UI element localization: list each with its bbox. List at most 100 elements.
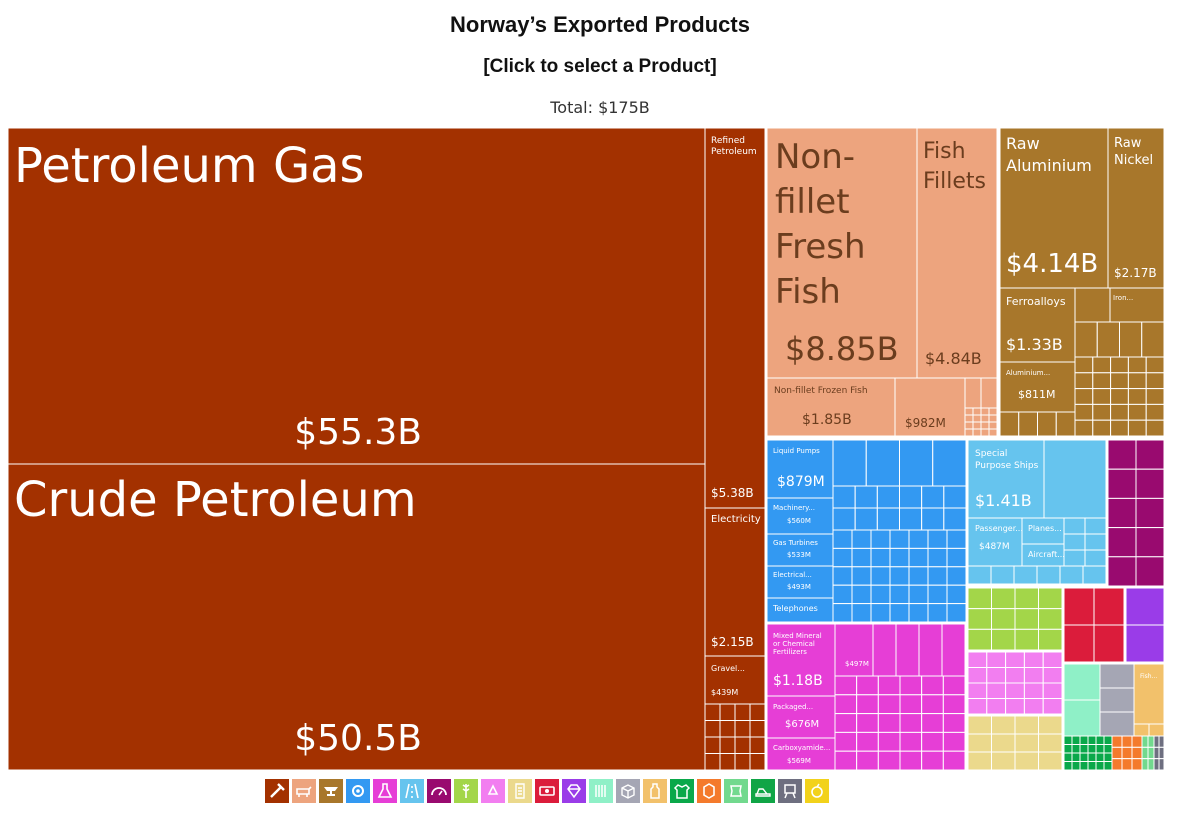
minor-product-cell[interactable] [1063, 735, 1073, 745]
minor-product-cell[interactable] [927, 529, 948, 549]
minor-product-cell[interactable] [899, 507, 923, 531]
minor-product-cell[interactable] [1038, 733, 1063, 753]
minor-product-cell[interactable] [946, 603, 967, 623]
minor-product-cell[interactable] [1071, 752, 1081, 762]
minor-product-cell[interactable] [834, 731, 858, 752]
minor-product-cell[interactable] [988, 421, 998, 430]
minor-product-cell[interactable] [964, 421, 974, 430]
minor-product-cell[interactable] [1074, 321, 1098, 358]
minor-product-cell[interactable] [1141, 758, 1149, 771]
minor-product-cell[interactable] [856, 731, 879, 752]
gauge-icon[interactable] [427, 779, 451, 803]
minor-product-cell[interactable] [967, 715, 992, 735]
minor-product-cell[interactable] [972, 428, 982, 437]
minor-product-cell[interactable] [834, 694, 858, 715]
minor-product-cell[interactable] [1095, 735, 1105, 745]
minor-product-cell[interactable] [1103, 735, 1113, 745]
minor-product-cell[interactable] [1063, 663, 1101, 701]
minor-product-cell[interactable] [972, 414, 982, 423]
minor-product-cell[interactable] [1087, 735, 1097, 745]
minor-product-cell[interactable] [832, 547, 853, 568]
minor-product-cell[interactable] [851, 529, 872, 549]
minor-product-cell[interactable] [1103, 761, 1113, 771]
minor-product-cell[interactable] [734, 753, 751, 771]
minor-product-cell[interactable] [1107, 556, 1137, 587]
minor-product-cell[interactable] [964, 407, 974, 416]
minor-product-cell[interactable] [1121, 758, 1133, 771]
minor-product-cell[interactable] [1092, 403, 1112, 421]
fish-fillets-cell[interactable] [916, 127, 998, 379]
leather-icon[interactable] [697, 779, 721, 803]
minor-product-cell[interactable] [1145, 372, 1165, 390]
minor-product-cell[interactable] [1107, 439, 1137, 470]
minor-product-cell[interactable] [1148, 723, 1165, 737]
minor-product-cell[interactable] [1084, 517, 1107, 535]
minor-product-cell[interactable] [1103, 744, 1113, 754]
anvil-icon[interactable] [319, 779, 343, 803]
minor-product-cell[interactable] [1093, 624, 1125, 663]
minor-product-cell[interactable] [851, 584, 872, 605]
minor-product-cell[interactable] [1063, 624, 1095, 663]
minor-product-cell[interactable] [986, 651, 1007, 668]
minor-product-cell[interactable] [986, 698, 1007, 715]
minor-product-cell[interactable] [991, 628, 1016, 651]
minor-product-cell[interactable] [1038, 715, 1063, 735]
minor-product-cell[interactable] [1042, 651, 1063, 668]
minor-product-cell[interactable] [946, 547, 967, 568]
minor-product-cell[interactable] [1055, 411, 1076, 437]
minor-product-cell[interactable] [865, 439, 900, 487]
minor-product-cell[interactable] [856, 694, 879, 715]
minor-product-cell[interactable] [1158, 735, 1165, 748]
shoe-icon[interactable] [751, 779, 775, 803]
minor-product-cell[interactable] [1071, 735, 1081, 745]
minor-product-cell[interactable] [876, 507, 900, 531]
minor-product-cell[interactable] [1145, 403, 1165, 421]
minor-product-cell[interactable] [704, 753, 721, 771]
minor-product-cell[interactable] [1063, 517, 1086, 535]
minor-product-cell[interactable] [1127, 419, 1147, 437]
minor-product-cell[interactable] [1018, 411, 1038, 437]
minor-product-cell[interactable] [991, 608, 1016, 630]
minor-product-cell[interactable] [1084, 533, 1107, 551]
metal-cell[interactable] [1074, 287, 1111, 323]
non-fillet-fresh-fish-cell[interactable] [766, 127, 918, 379]
minor-product-cell[interactable] [921, 675, 944, 696]
minor-product-cell[interactable] [872, 623, 897, 677]
minor-product-cell[interactable] [967, 682, 988, 699]
minor-product-cell[interactable] [1074, 419, 1094, 437]
iron-cell[interactable] [1109, 287, 1165, 323]
minor-product-cell[interactable] [870, 603, 891, 623]
minor-product-cell[interactable] [1107, 468, 1137, 499]
minor-product-cell[interactable] [851, 547, 872, 568]
minor-product-cell[interactable] [1042, 667, 1063, 684]
minor-product-cell[interactable] [1095, 752, 1105, 762]
minor-product-cell[interactable] [749, 753, 766, 771]
minor-product-cell[interactable] [943, 507, 967, 531]
minor-product-cell[interactable] [1141, 746, 1149, 760]
shirt-icon[interactable] [670, 779, 694, 803]
minor-product-cell[interactable] [1014, 733, 1039, 753]
minor-product-cell[interactable] [1063, 752, 1073, 762]
minor-product-cell[interactable] [1023, 698, 1044, 715]
minor-product-cell[interactable] [927, 584, 948, 605]
minor-product-cell[interactable] [921, 485, 945, 509]
minor-product-cell[interactable] [1127, 356, 1147, 374]
minor-product-cell[interactable] [1092, 372, 1112, 390]
minor-product-cell[interactable] [1023, 682, 1044, 699]
minor-product-cell[interactable] [1111, 735, 1123, 748]
minor-product-cell[interactable] [734, 736, 751, 754]
minor-product-cell[interactable] [1110, 372, 1129, 390]
minor-product-cell[interactable] [967, 628, 992, 651]
minor-product-cell[interactable] [946, 584, 967, 605]
minor-product-cell[interactable] [876, 485, 900, 509]
bottle-icon[interactable] [643, 779, 667, 803]
minor-product-cell[interactable] [854, 485, 878, 509]
document-icon[interactable] [508, 779, 532, 803]
minor-product-cell[interactable] [889, 529, 910, 549]
minor-product-cell[interactable] [1141, 321, 1165, 358]
animal-product-cell[interactable] [894, 377, 966, 437]
minor-product-cell[interactable] [877, 675, 901, 696]
minor-product-cell[interactable] [986, 682, 1007, 699]
minor-product-cell[interactable] [719, 703, 736, 721]
minor-product-cell[interactable] [1095, 761, 1105, 771]
